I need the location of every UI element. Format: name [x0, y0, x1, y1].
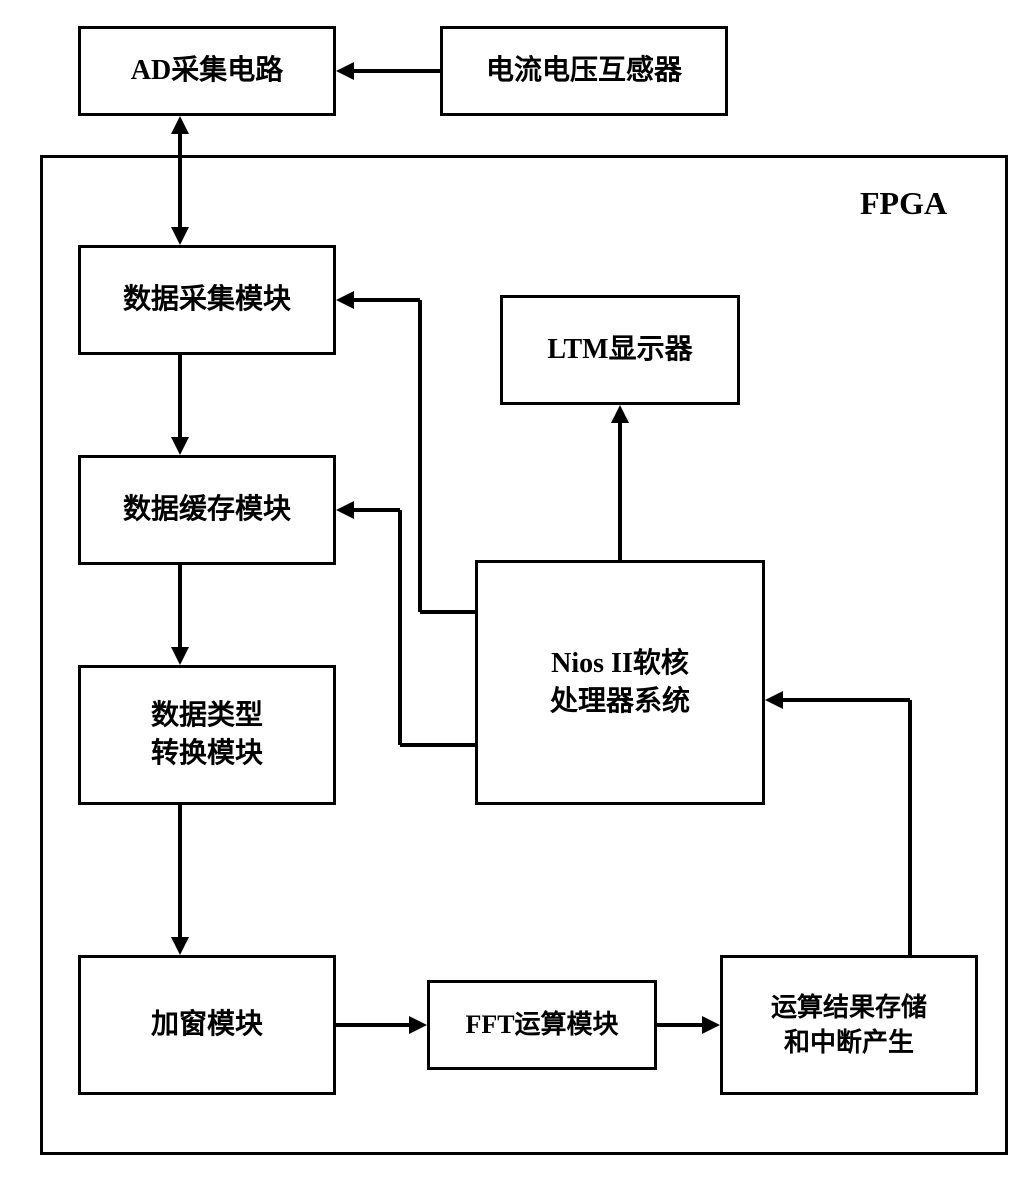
box-ad-label: AD采集电路: [131, 52, 283, 90]
box-buf: 数据缓存模块: [78, 455, 336, 565]
box-store-label: 运算结果存储和中断产生: [771, 990, 927, 1060]
box-ct-label: 电流电压互感器: [486, 52, 682, 90]
box-store: 运算结果存储和中断产生: [720, 955, 978, 1095]
box-fft: FFT运算模块: [427, 980, 657, 1070]
box-win: 加窗模块: [78, 955, 336, 1095]
box-conv: 数据类型转换模块: [78, 665, 336, 805]
box-nios-label: Nios II软核处理器系统: [550, 645, 690, 721]
box-nios: Nios II软核处理器系统: [475, 560, 765, 805]
fpga-label: FPGA: [860, 185, 947, 222]
box-fft-label: FFT运算模块: [465, 1007, 618, 1042]
box-ad: AD采集电路: [78, 26, 336, 116]
box-conv-label: 数据类型转换模块: [151, 697, 263, 773]
box-win-label: 加窗模块: [151, 1006, 263, 1044]
box-ltm: LTM显示器: [500, 295, 740, 405]
box-buf-label: 数据缓存模块: [123, 491, 291, 529]
box-ct: 电流电压互感器: [440, 26, 728, 116]
box-ltm-label: LTM显示器: [547, 331, 692, 369]
box-acq-label: 数据采集模块: [123, 281, 291, 319]
box-acq: 数据采集模块: [78, 245, 336, 355]
